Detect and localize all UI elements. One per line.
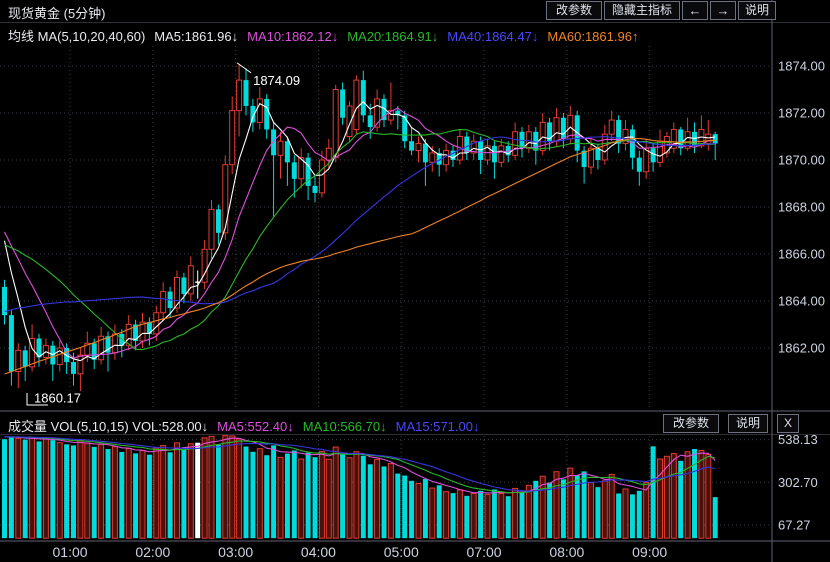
ma60-value: MA60:1861.96↑	[547, 29, 639, 44]
ma-legend-title: 均线 MA(5,10,20,40,60)	[8, 29, 146, 44]
volume-legend: 成交量 VOL(5,10,15) VOL:528.00↓ MA5:552.40↓ M…	[8, 416, 488, 435]
arrow-left-icon[interactable]: ←	[682, 1, 708, 20]
price-tick-label: 1864.00	[778, 294, 825, 309]
help-button[interactable]: 说明	[738, 1, 776, 20]
high-annotation: 1874.09	[253, 73, 300, 88]
axis-labels: 1874.00 1872.00 1870.00 1868.00 1866.00 1864.…	[53, 59, 825, 561]
title-bar: 现货黄金 (5分钟) 改参数 隐藏主指标 ← → 说明	[0, 0, 830, 22]
time-axis-label: 09:00	[632, 544, 667, 560]
volume-ma5-line	[4, 436, 716, 494]
ma40-value: MA40:1864.47↓	[447, 29, 539, 44]
ma-legend-bar: 均线 MA(5,10,20,40,60) MA5:1861.96↓ MA10:186…	[0, 23, 830, 44]
arrow-left-glyph: ←	[688, 3, 702, 18]
annotations: 1874.09 1860.17	[26, 62, 300, 406]
price-tick-label: 1868.00	[778, 200, 825, 215]
ma20-line	[4, 129, 716, 351]
volume-change-params-button[interactable]: 改参数	[663, 414, 719, 433]
ma5-value: MA5:1861.96↓	[154, 29, 239, 44]
volume-ma15-line	[4, 436, 716, 492]
volume-bars	[2, 435, 718, 539]
arrow-right-icon[interactable]: →	[710, 1, 736, 20]
time-axis-label: 08:00	[549, 544, 584, 560]
vol-ma15-value: MA15:571.00↓	[395, 419, 480, 434]
price-tick-label: 1874.00	[778, 59, 825, 74]
volume-header-bar: 成交量 VOL(5,10,15) VOL:528.00↓ MA5:552.40↓ M…	[0, 413, 830, 434]
vol-ma5-value: MA5:552.40↓	[217, 419, 294, 434]
vol-ma10-value: MA10:566.70↓	[302, 419, 387, 434]
time-axis-label: 04:00	[301, 544, 336, 560]
volume-tick-label: 538.13	[778, 432, 818, 447]
hide-main-indicator-button[interactable]: 隐藏主指标	[604, 1, 680, 20]
candles	[2, 63, 718, 392]
volume-ma10-line	[4, 436, 716, 494]
time-axis-label: 02:00	[135, 544, 170, 560]
ma20-value: MA20:1864.91↓	[347, 29, 439, 44]
ma10-line	[4, 107, 716, 359]
close-icon[interactable]: X	[777, 414, 799, 433]
arrow-right-glyph: →	[716, 3, 730, 18]
price-tick-label: 1866.00	[778, 247, 825, 262]
vol-value: 成交量 VOL(5,10,15) VOL:528.00↓	[8, 419, 209, 434]
time-axis-label: 03:00	[218, 544, 253, 560]
ma-legend: 均线 MA(5,10,20,40,60) MA5:1861.96↓ MA10:186…	[8, 26, 647, 45]
ma5-line	[3, 100, 716, 362]
volume-tick-label: 302.70	[778, 475, 818, 490]
volume-tick-label: 67.27	[778, 517, 811, 532]
price-tick-label: 1872.00	[778, 106, 825, 121]
ma10-value: MA10:1862.12↓	[247, 29, 339, 44]
price-tick-label: 1862.00	[778, 341, 825, 356]
ma-lines	[3, 100, 716, 494]
change-params-button[interactable]: 改参数	[546, 1, 602, 20]
ma40-line	[4, 136, 716, 313]
page-title: 现货黄金 (5分钟)	[8, 6, 106, 21]
volume-help-button[interactable]: 说明	[728, 414, 768, 433]
price-tick-label: 1870.00	[778, 153, 825, 168]
low-annotation: 1860.17	[34, 391, 81, 406]
time-axis-label: 07:00	[467, 544, 502, 560]
ma60-line	[4, 137, 716, 375]
time-axis-label: 01:00	[53, 544, 88, 560]
time-axis-label: 05:00	[384, 544, 419, 560]
